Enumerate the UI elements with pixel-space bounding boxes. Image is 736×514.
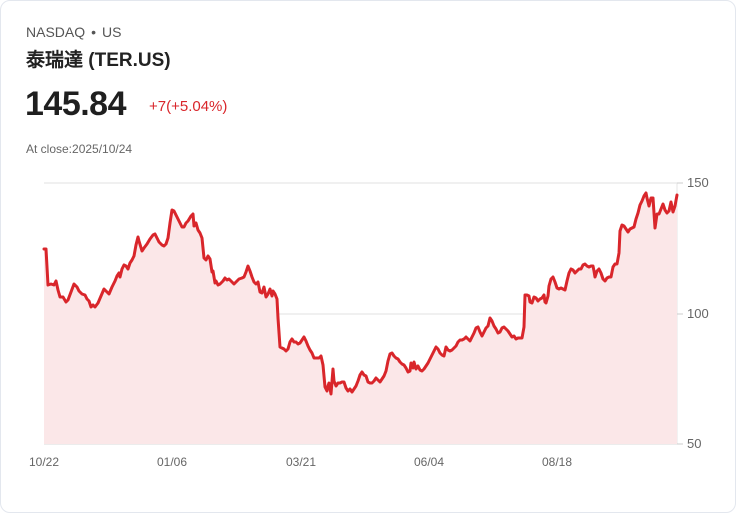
exchange-line: NASDAQ • US	[26, 24, 121, 40]
close-date: At close:2025/10/24	[26, 142, 133, 156]
price-line	[42, 191, 679, 396]
y-tick-50: 50	[687, 436, 701, 451]
x-tick-0604: 06/04	[414, 455, 444, 469]
y-tick-100: 100	[687, 306, 709, 321]
price-change: +7(+5.04%)	[149, 98, 228, 115]
current-price: 145.84	[25, 85, 127, 123]
separator-dot: •	[91, 24, 97, 40]
x-tick-0321: 03/21	[286, 455, 316, 469]
region: US	[102, 24, 122, 40]
x-tick-1022: 10/22	[29, 455, 59, 469]
x-tick-0818: 08/18	[542, 455, 572, 469]
x-tick-0106: 01/06	[157, 455, 187, 469]
y-tick-150: 150	[687, 175, 709, 190]
exchange-name: NASDAQ	[26, 24, 86, 40]
stock-title: 泰瑞達 (TER.US)	[26, 50, 171, 71]
price-area-fill	[44, 193, 677, 444]
